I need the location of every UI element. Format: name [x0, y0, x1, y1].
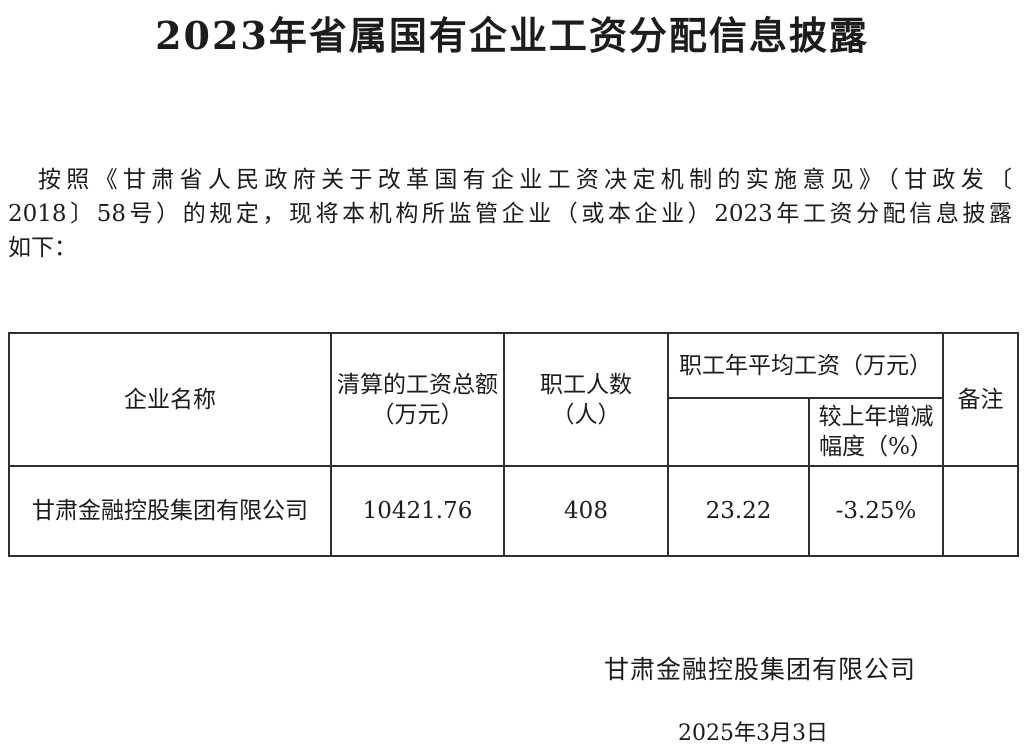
page-title: 2023年省属国有企业工资分配信息披露 — [155, 13, 869, 58]
header-average-wage-group: 职工年平均工资（万元） — [667, 332, 944, 399]
intro-paragraph: 按照《甘肃省人民政府关于改革国有企业工资决定机制的实施意见》（甘政发〔 2018… — [8, 163, 1012, 265]
table-data-row: 甘肃金融控股集团有限公司 10421.76 408 23.22 -3.25% — [8, 465, 1019, 557]
header-employee-count: 职工人数 （人） — [503, 332, 669, 467]
header-company-name: 企业名称 — [8, 332, 332, 467]
table-subheader-row: 较上年增减 幅度（%） — [9, 397, 1018, 467]
header-remarks: 备注 — [942, 332, 1019, 467]
header-yoy-change: 较上年增减 幅度（%） — [808, 397, 944, 467]
cell-average-wage: 23.22 — [667, 465, 810, 557]
signature-company: 甘肃金融控股集团有限公司 — [603, 655, 916, 684]
header-total-wages: 清算的工资总额 （万元） — [330, 332, 505, 467]
signature-date: 2025年3月3日 — [678, 721, 828, 746]
table-header-row: 企业名称 清算的工资总额 （万元） 职工人数 （人） 职工年平均工资（万元） 备… — [8, 332, 1019, 467]
intro-line: 如下： — [8, 235, 77, 261]
intro-line: 按照《甘肃省人民政府关于改革国有企业工资决定机制的实施意见》（甘政发〔 — [38, 167, 1012, 193]
cell-employee-count: 408 — [503, 465, 669, 557]
cell-company-name: 甘肃金融控股集团有限公司 — [8, 465, 332, 557]
cell-total-wages: 10421.76 — [330, 465, 505, 557]
cell-remarks — [942, 465, 1019, 557]
cell-yoy-change: -3.25% — [808, 465, 944, 557]
header-average-wage-value — [667, 397, 810, 467]
wage-disclosure-table: 企业名称 清算的工资总额 （万元） 职工人数 （人） 职工年平均工资（万元） 备… — [8, 332, 1019, 557]
intro-line: 2018〕58号）的规定，现将本机构所监管企业（或本企业）2023年工资分配信息… — [8, 201, 1012, 227]
